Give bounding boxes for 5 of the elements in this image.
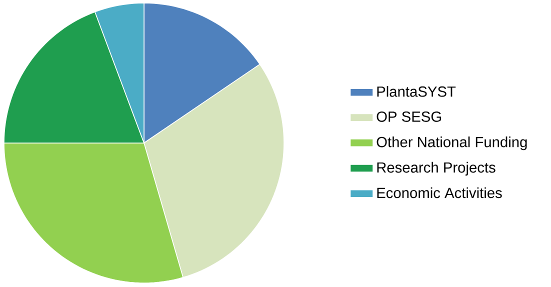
legend-label: PlantaSYST xyxy=(377,86,456,97)
legend-label: Research Projects xyxy=(377,162,496,176)
legend-label: OP SESG xyxy=(376,111,442,122)
legend-label: Economic Activities xyxy=(377,187,502,198)
legend-label: Other National Funding xyxy=(376,136,527,150)
